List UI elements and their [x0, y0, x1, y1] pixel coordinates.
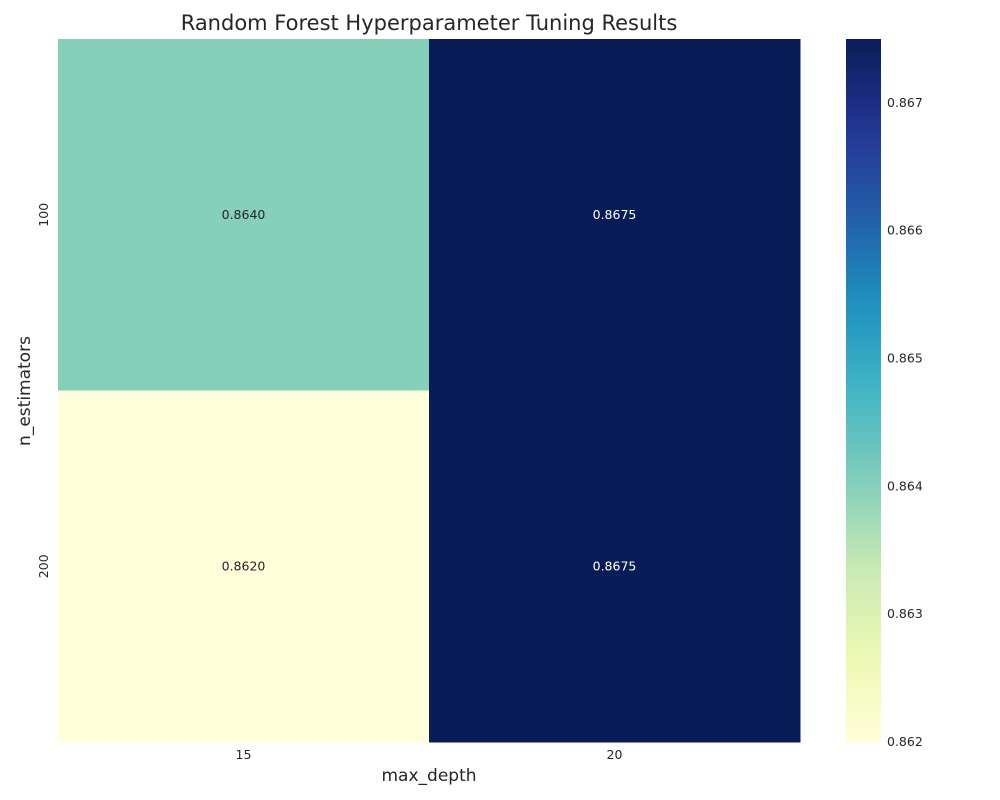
cell-value-label: 0.8675	[593, 558, 637, 573]
heatmap-cell	[58, 39, 430, 391]
colorbar	[846, 39, 881, 742]
heatmap-cells: 0.8640 0.8675 0.8620 0.8675	[58, 39, 801, 743]
colorbar-tick-label: 0.862	[887, 734, 923, 749]
colorbar-tick-label: 0.863	[887, 606, 923, 621]
x-tick-label: 20	[607, 747, 623, 762]
y-tick-labels: 100 200	[36, 203, 51, 578]
x-tick-label: 15	[236, 747, 252, 762]
heatmap-cell	[429, 39, 801, 391]
y-tick-label: 100	[36, 203, 51, 227]
x-tick-labels: 15 20	[236, 747, 623, 762]
heatmap-cell	[429, 390, 801, 743]
cell-value-label: 0.8640	[222, 207, 266, 222]
x-axis-label: max_depth	[381, 766, 476, 786]
heatmap-cell	[58, 390, 430, 743]
y-axis-label: n_estimators	[15, 336, 35, 446]
colorbar-ticks: 0.867 0.866 0.865 0.864 0.863 0.862	[887, 95, 923, 749]
chart-title: Random Forest Hyperparameter Tuning Resu…	[181, 11, 678, 35]
colorbar-tick-label: 0.865	[887, 351, 923, 366]
cell-value-label: 0.8675	[593, 207, 637, 222]
colorbar-tick-label: 0.864	[887, 478, 923, 493]
colorbar-tick-label: 0.866	[887, 223, 923, 238]
cell-value-label: 0.8620	[222, 558, 266, 573]
colorbar-tick-label: 0.867	[887, 95, 923, 110]
y-tick-label: 200	[36, 554, 51, 578]
